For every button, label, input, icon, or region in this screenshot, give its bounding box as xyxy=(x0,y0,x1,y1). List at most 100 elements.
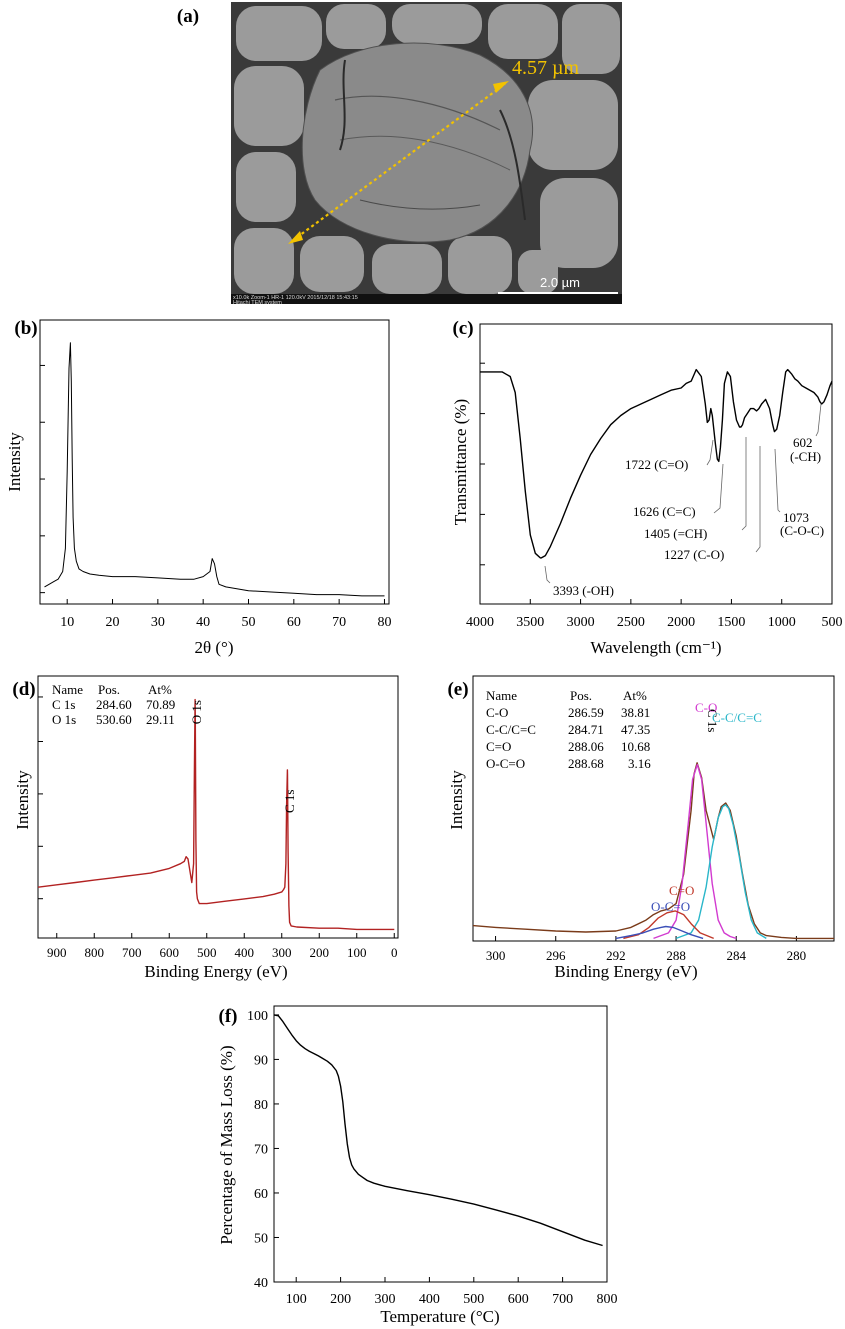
chart-e-table-row1-name: C-O xyxy=(486,705,508,720)
chart-f-yticks: 40 50 60 70 80 90 100 xyxy=(247,1009,279,1291)
chart-d-peak-label-c1s: C 1s xyxy=(282,790,297,813)
chart-b: 10 20 30 40 50 60 70 80 2θ (°) Intensity xyxy=(5,319,391,657)
chart-e-table-header-at: At% xyxy=(623,688,647,703)
chart-c-annotation-c-o: 1227 (C-O) xyxy=(664,547,724,562)
chart-e-table-row4-name: O-C=O xyxy=(486,756,525,771)
chart-d-xtick-label: 700 xyxy=(122,945,142,960)
chart-b-xtick-label: 70 xyxy=(332,615,346,630)
panel-label-c: (c) xyxy=(452,318,473,339)
chart-c-xtick-label: 500 xyxy=(822,615,843,630)
chart-b-series xyxy=(44,342,385,597)
chart-e-table-row1-pos: 286.59 xyxy=(568,705,604,720)
chart-c-annotation-1073: 1073 xyxy=(783,510,809,525)
chart-c-xtick-label: 1000 xyxy=(768,615,796,630)
chart-f-xtick-label: 200 xyxy=(330,1292,351,1307)
chart-d-series-0 xyxy=(37,698,395,931)
chart-f-ylabel: Percentage of Mass Loss (%) xyxy=(217,1045,236,1244)
chart-c-xtick-label: 2500 xyxy=(617,615,645,630)
chart-c-annotation-coc: (C-O-C) xyxy=(780,523,824,538)
chart-e-series-1 xyxy=(653,763,737,940)
chart-f-xtick-label: 300 xyxy=(375,1292,396,1307)
chart-e-table-header-name: Name xyxy=(486,688,517,703)
chart-c-annotation-ch-602: (-CH) xyxy=(790,449,821,464)
chart-c-annotation-602: 602 xyxy=(793,435,813,450)
chart-d: 900 800 700 600 500 400 300 200 100 0 Name Pos. A… xyxy=(13,675,399,981)
tem-meta-line1: x10.0k Zoom-1 HR-1 120.0kV 2015/12/18 15… xyxy=(233,295,358,301)
chart-d-xtick-label: 300 xyxy=(272,945,292,960)
chart-b-series-0 xyxy=(44,342,385,597)
chart-f-ytick-label: 60 xyxy=(254,1187,268,1202)
chart-d-table-row1-name: C 1s xyxy=(52,697,75,712)
chart-c-annotation-oh: 3393 (-OH) xyxy=(553,583,614,598)
chart-e-xticks: 300 296 292 288 284 280 xyxy=(486,936,806,963)
chart-b-xtick-label: 60 xyxy=(287,615,301,630)
chart-f-series xyxy=(273,1014,603,1247)
tem-holes xyxy=(234,4,620,294)
panel-label-b: (b) xyxy=(14,318,37,339)
chart-d-table-row2-name: O 1s xyxy=(52,712,76,727)
chart-d-table-header-name: Name xyxy=(52,682,83,697)
chart-d-xtick-label: 100 xyxy=(347,945,367,960)
chart-c-xtick-label: 4000 xyxy=(466,615,494,630)
panel-label-a: (a) xyxy=(177,6,199,27)
chart-e: 300 296 292 288 284 280 Name Pos. At% C-O 286… xyxy=(447,675,835,981)
chart-d-series xyxy=(37,698,395,931)
chart-f-ytick-label: 70 xyxy=(254,1142,268,1157)
tem-image: 4.57 µm 2.0 µm x10.0k Zoom-1 HR-1 120.0k… xyxy=(231,2,622,304)
chart-c-xtick-label: 3500 xyxy=(516,615,544,630)
chart-c-annotation-c-o-double: 1722 (C=O) xyxy=(625,457,688,472)
tem-info-strip xyxy=(231,294,622,304)
chart-c-xticks: 4000 3500 3000 2500 2000 1500 1000 500 xyxy=(466,599,843,630)
chart-b-yticks xyxy=(40,364,45,594)
chart-f-ytick-label: 80 xyxy=(254,1098,268,1113)
chart-d-xlabel: Binding Energy (eV) xyxy=(144,962,287,981)
chart-e-ylabel: Intensity xyxy=(447,770,466,830)
chart-b-xtick-label: 80 xyxy=(377,615,391,630)
chart-d-peak-label-o1s: O 1s xyxy=(189,700,204,724)
chart-e-xtick-label: 284 xyxy=(726,948,746,963)
chart-c-xtick-label: 3000 xyxy=(567,615,595,630)
chart-e-table-row2-pos: 284.71 xyxy=(568,722,604,737)
chart-f-series-0 xyxy=(273,1014,603,1247)
chart-e-table-row3-name: C=O xyxy=(486,739,511,754)
chart-f-xtick-label: 400 xyxy=(419,1292,440,1307)
chart-d-xtick-label: 600 xyxy=(160,945,180,960)
chart-c-annotation-c-c: 1626 (C=C) xyxy=(633,504,696,519)
chart-b-xticks: 10 20 30 40 50 60 70 80 xyxy=(60,599,391,630)
chart-f-xtick-label: 600 xyxy=(508,1292,529,1307)
chart-c-yticks xyxy=(480,362,485,566)
chart-d-table-row1-pos: 284.60 xyxy=(96,697,132,712)
chart-f-xtick-label: 500 xyxy=(463,1292,484,1307)
chart-e-xtick-label: 300 xyxy=(486,948,506,963)
chart-e-xtick-label: 292 xyxy=(606,948,626,963)
chart-d-table-header-at: At% xyxy=(148,682,172,697)
tem-measure-label: 4.57 µm xyxy=(512,57,580,79)
chart-e-peak-label-cc: C-C/C=C xyxy=(712,710,762,725)
chart-e-peak-label-oco: O-C=O xyxy=(651,899,690,914)
chart-e-xtick-label: 280 xyxy=(787,948,807,963)
chart-d-table-row2-pos: 530.60 xyxy=(96,712,132,727)
chart-d-frame xyxy=(37,675,399,939)
chart-d-xtick-label: 800 xyxy=(85,945,105,960)
chart-f-ytick-label: 100 xyxy=(247,1009,268,1024)
chart-f-ytick-label: 40 xyxy=(254,1276,268,1291)
chart-d-ylabel: Intensity xyxy=(13,770,32,830)
chart-f-xtick-label: 800 xyxy=(597,1292,618,1307)
chart-f-xtick-label: 700 xyxy=(552,1292,573,1307)
chart-e-frame xyxy=(472,675,835,942)
chart-d-xtick-label: 0 xyxy=(391,945,398,960)
chart-e-table-row2-at: 47.35 xyxy=(621,722,650,737)
chart-c-series xyxy=(479,368,833,559)
chart-b-xtick-label: 30 xyxy=(151,615,165,630)
chart-b-xtick-label: 10 xyxy=(60,615,74,630)
chart-c-xlabel: Wavelength (cm⁻¹) xyxy=(590,638,721,657)
chart-b-frame xyxy=(39,319,390,605)
chart-d-xtick-label: 500 xyxy=(197,945,217,960)
chart-f-xtick-label: 100 xyxy=(286,1292,307,1307)
chart-e-table-row3-at: 10.68 xyxy=(621,739,650,754)
chart-e-peak-label-c-o: C-O xyxy=(695,700,717,715)
chart-f-frame xyxy=(273,1005,608,1283)
chart-e-table-row2-name: C-C/C=C xyxy=(486,722,536,737)
chart-e-xtick-label: 288 xyxy=(666,948,686,963)
